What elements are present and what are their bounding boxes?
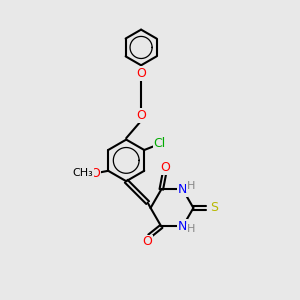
Text: H: H [187, 182, 195, 191]
Text: H: H [187, 224, 195, 235]
Text: Cl: Cl [154, 137, 166, 150]
Text: S: S [210, 202, 218, 214]
Text: O: O [90, 167, 100, 180]
Text: N: N [178, 220, 188, 233]
Text: CH₃: CH₃ [72, 168, 93, 178]
Text: O: O [136, 109, 146, 122]
Text: O: O [143, 236, 153, 248]
Text: O: O [136, 67, 146, 80]
Text: N: N [178, 183, 188, 196]
Text: O: O [160, 161, 170, 174]
